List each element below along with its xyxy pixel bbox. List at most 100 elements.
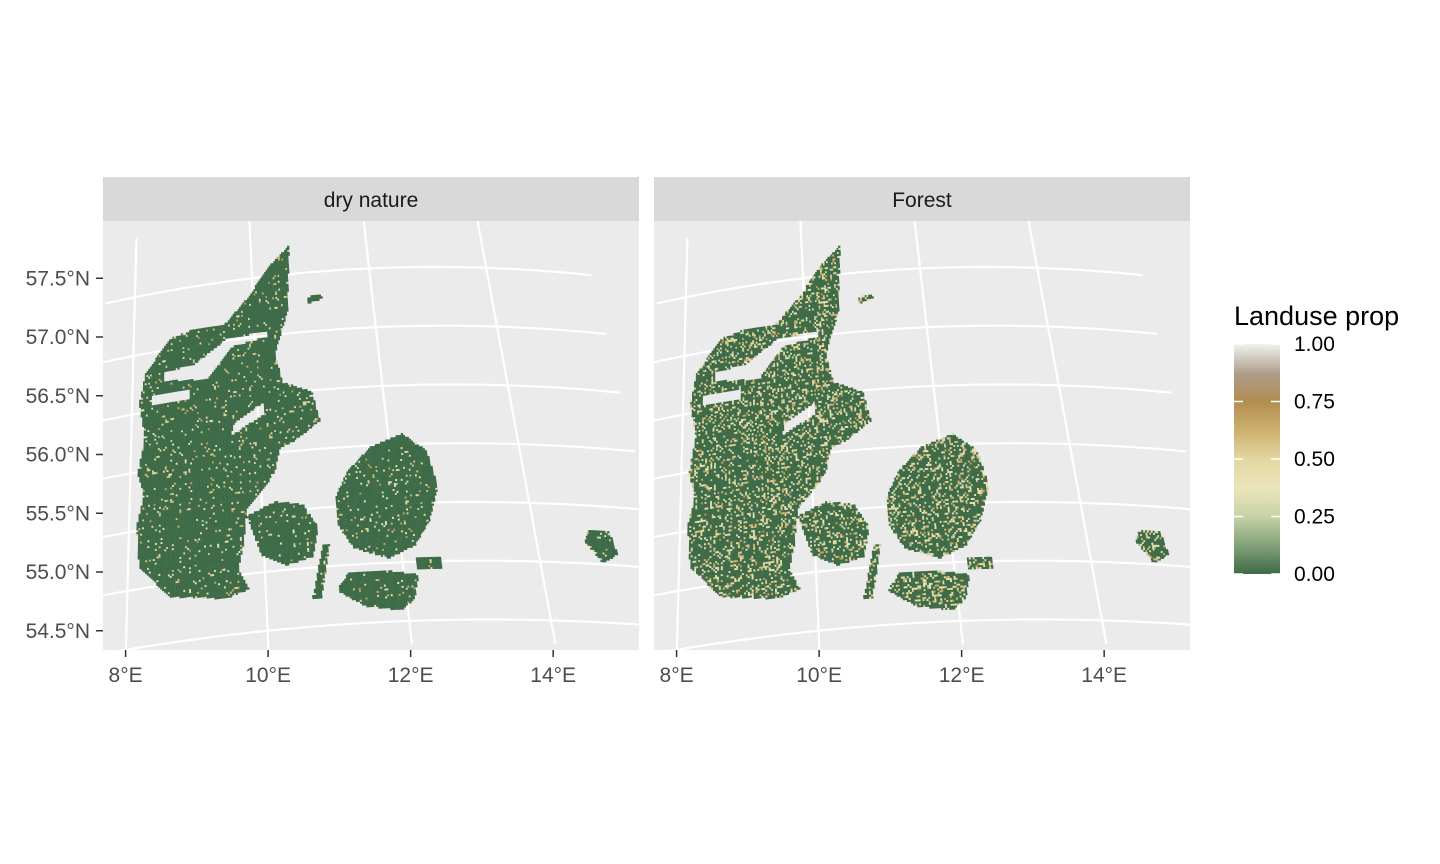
raster-cell: [340, 507, 343, 510]
raster-cell: [418, 519, 421, 522]
raster-cell: [381, 527, 384, 530]
raster-cell: [226, 536, 229, 539]
raster-cell: [394, 572, 397, 575]
raster-cell: [307, 549, 310, 552]
raster-cell: [362, 508, 365, 511]
raster-cell: [380, 534, 383, 538]
raster-cell: [203, 533, 206, 536]
raster-cell: [379, 539, 382, 542]
raster-cell: [415, 505, 418, 509]
raster-cell: [231, 585, 234, 588]
raster-cell: [181, 552, 184, 555]
raster-cell: [154, 564, 157, 567]
raster-cell: [297, 538, 300, 541]
raster-cell: [360, 540, 363, 543]
raster-cell: [191, 590, 194, 593]
raster-cell: [209, 560, 213, 563]
raster-cell: [372, 509, 375, 512]
raster-cell: [220, 531, 223, 534]
raster-cell: [396, 520, 399, 523]
raster-cell: [309, 525, 312, 528]
raster-cell: [185, 555, 188, 558]
raster-cell: [428, 564, 431, 568]
raster-cell: [385, 600, 388, 603]
raster-cell: [227, 569, 230, 573]
raster-cell: [225, 578, 228, 581]
raster-cell: [272, 549, 275, 552]
graticule-parallel: [105, 265, 592, 305]
raster-cell: [345, 574, 349, 577]
raster-cell: [355, 593, 358, 597]
raster-cell: [171, 563, 174, 566]
raster-cell: [287, 509, 290, 512]
raster-cell: [175, 590, 178, 593]
raster-cell: [196, 589, 199, 592]
raster-cell: [297, 540, 300, 543]
raster-cell: [288, 521, 291, 524]
raster-cell: [211, 558, 214, 561]
raster-cell: [221, 543, 224, 546]
raster-cell: [345, 594, 348, 597]
raster-cell: [257, 538, 260, 541]
raster-cell: [219, 557, 222, 560]
raster-cell: [177, 574, 180, 577]
raster-cell: [353, 576, 356, 579]
raster-cell: [187, 571, 190, 574]
raster-cell: [336, 513, 340, 516]
raster-cell: [354, 516, 357, 519]
raster-cell: [164, 559, 167, 562]
raster-cell: [196, 587, 199, 590]
raster-cell: [406, 579, 409, 582]
raster-cell: [207, 546, 210, 549]
raster-cell: [313, 527, 316, 530]
raster-cell: [187, 573, 190, 576]
raster-cell: [362, 585, 365, 588]
raster-cell: [367, 577, 370, 580]
raster-cell: [320, 570, 323, 573]
raster-cell: [269, 523, 272, 526]
raster-cell: [361, 577, 364, 580]
raster-cell: [391, 578, 394, 581]
raster-cell: [296, 528, 299, 531]
raster-cell: [350, 534, 353, 537]
raster-cell: [297, 516, 300, 519]
raster-cell: [423, 507, 426, 510]
raster-cell: [340, 515, 344, 518]
raster-cell: [602, 550, 605, 553]
raster-cell: [183, 526, 186, 529]
raster-cell: [308, 513, 311, 517]
raster-cell: [209, 516, 212, 519]
raster-cell: [209, 554, 212, 557]
raster-cell: [171, 571, 174, 574]
raster-cell: [417, 523, 420, 526]
raster-cell: [385, 584, 388, 587]
raster-cell: [360, 504, 363, 507]
raster-cell: [265, 549, 268, 552]
raster-cell: [162, 575, 165, 578]
raster-cell: [171, 540, 174, 543]
raster-cell: [382, 586, 385, 589]
raster-cell: [344, 578, 347, 581]
raster-cell: [409, 581, 412, 584]
raster-cell: [158, 563, 161, 566]
raster-cell: [162, 559, 165, 562]
raster-cell: [212, 591, 215, 594]
raster-cell: [359, 575, 362, 578]
raster-cell: [196, 570, 199, 573]
raster-cell: [190, 570, 194, 573]
raster-cell: [212, 579, 215, 582]
raster-cell: [227, 571, 230, 575]
raster-cell: [223, 554, 226, 557]
raster-cell: [275, 530, 278, 533]
raster-cell: [293, 511, 296, 514]
raster-cell: [162, 523, 165, 526]
raster-cell: [346, 582, 349, 585]
raster-cell: [396, 536, 399, 539]
raster-cell: [285, 541, 288, 544]
raster-cell: [298, 524, 301, 527]
raster-cell: [388, 534, 391, 537]
raster-cell: [192, 554, 195, 557]
raster-cell: [156, 558, 159, 561]
raster-cell: [194, 520, 197, 524]
raster-cell: [404, 595, 407, 598]
